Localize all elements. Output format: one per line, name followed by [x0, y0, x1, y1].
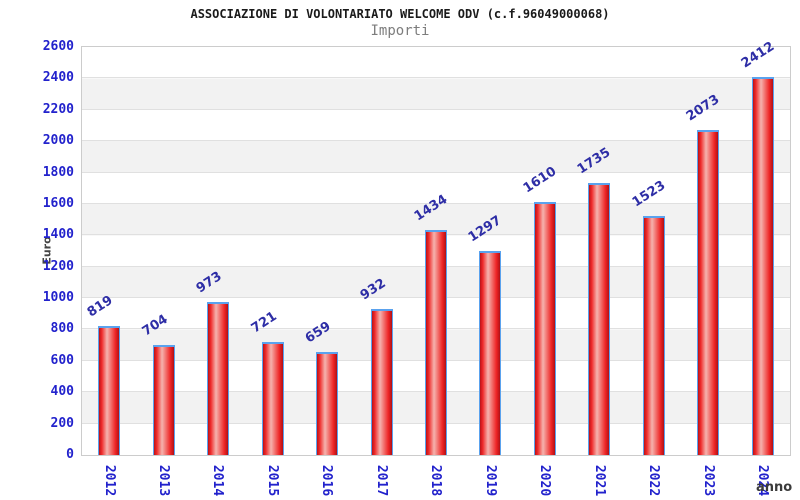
x-axis-title: anno	[756, 480, 793, 495]
x-tick-label: 2012	[101, 464, 117, 496]
gridline	[82, 77, 790, 79]
x-tick-wrap: 2019	[468, 458, 512, 500]
y-tick-label: 1600	[42, 195, 74, 211]
x-tick-label: 2018	[428, 464, 444, 496]
bar-2012	[98, 326, 121, 455]
bar-2020	[533, 202, 556, 455]
bar-2016	[316, 351, 339, 455]
y-tick-label: 800	[50, 321, 74, 337]
x-tick-wrap: 2013	[142, 458, 186, 500]
x-tick-label: 2015	[265, 464, 281, 496]
y-tick-label: 1400	[42, 227, 74, 243]
bar-2019	[479, 251, 502, 455]
bar-2024	[751, 76, 774, 455]
y-tick-label: 2600	[42, 39, 74, 54]
x-tick-wrap: 2017	[360, 458, 404, 500]
x-tick-label: 2022	[646, 464, 662, 496]
x-tick-label: 2021	[591, 464, 607, 496]
bar-2015	[261, 341, 284, 455]
x-tick-label: 2020	[537, 464, 553, 496]
x-tick-wrap: 2012	[87, 458, 131, 500]
y-tick-label: 2200	[42, 101, 74, 117]
gridline	[82, 202, 790, 204]
y-tick-label: 2000	[42, 133, 74, 149]
bar-2018	[425, 229, 447, 455]
bar-2014	[207, 302, 230, 455]
gridline	[82, 108, 790, 110]
y-tick-label: 2400	[42, 70, 74, 86]
y-tick-label: 1800	[42, 164, 74, 180]
y-tick-label: 400	[50, 384, 74, 400]
plot-area	[81, 46, 791, 456]
bar-2013	[152, 344, 175, 455]
x-tick-wrap: 2021	[577, 458, 621, 500]
x-tick-wrap: 2014	[196, 458, 240, 500]
x-tick-label: 2013	[156, 464, 172, 496]
chart-title: ASSOCIAZIONE DI VOLONTARIATO WELCOME ODV…	[190, 7, 610, 21]
x-tick-label: 2016	[319, 464, 335, 496]
x-tick-wrap: 2022	[632, 458, 676, 500]
y-tick-label: 0	[66, 447, 74, 462]
y-tick-label: 1000	[42, 290, 74, 306]
y-tick-label: 1200	[42, 258, 74, 274]
x-tick-label: 2023	[700, 464, 716, 496]
gridline	[82, 171, 790, 173]
x-tick-wrap: 2023	[686, 458, 730, 500]
bar-2021	[588, 182, 611, 455]
x-tick-wrap: 2015	[251, 458, 295, 500]
x-tick-wrap: 2018	[414, 458, 458, 500]
y-tick-label: 600	[50, 352, 74, 368]
x-tick-label: 2014	[210, 464, 226, 496]
bar-2023	[697, 129, 720, 455]
chart-subtitle: Importi	[370, 23, 430, 39]
x-tick-label: 2019	[482, 464, 498, 496]
gridline	[82, 140, 790, 142]
y-tick-label: 200	[50, 415, 74, 431]
bar-2022	[642, 216, 665, 455]
x-tick-wrap: 2016	[305, 458, 349, 500]
bar-2017	[370, 308, 393, 455]
x-tick-label: 2017	[374, 464, 390, 496]
x-tick-wrap: 2020	[523, 458, 567, 500]
